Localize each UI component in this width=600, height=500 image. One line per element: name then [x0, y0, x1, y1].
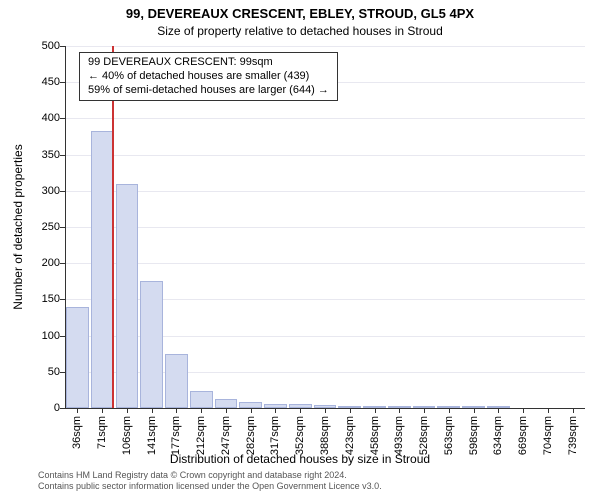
ytick-label: 250	[20, 221, 60, 233]
histogram-bar	[91, 131, 114, 408]
xtick-label: 247sqm	[220, 416, 232, 455]
xtick-label: 563sqm	[443, 416, 455, 455]
attribution-line-1: Contains HM Land Registry data © Crown c…	[38, 470, 382, 481]
xtick-label: 317sqm	[269, 416, 281, 455]
xtick-label: 212sqm	[195, 416, 207, 455]
xtick-label: 177sqm	[170, 416, 182, 455]
xtick-label: 493sqm	[393, 416, 405, 455]
ytick-label: 200	[20, 257, 60, 269]
xtick-label: 106sqm	[121, 416, 133, 455]
gridline-h	[65, 227, 585, 228]
gridline-h	[65, 46, 585, 47]
xtick-label: 458sqm	[369, 416, 381, 455]
xtick-label: 423sqm	[344, 416, 356, 455]
ytick-label: 100	[20, 330, 60, 342]
x-axis-line	[65, 408, 585, 409]
gridline-h	[65, 263, 585, 264]
histogram-bar	[165, 354, 188, 408]
chart-wrap: 99, DEVEREAUX CRESCENT, EBLEY, STROUD, G…	[0, 0, 600, 500]
attribution: Contains HM Land Registry data © Crown c…	[38, 470, 382, 493]
attribution-line-2: Contains public sector information licen…	[38, 481, 382, 492]
histogram-bar	[116, 184, 139, 408]
legend-line-2: ← 40% of detached houses are smaller (43…	[88, 70, 329, 84]
xtick-label: 352sqm	[294, 416, 306, 455]
gridline-h	[65, 118, 585, 119]
xtick-label: 71sqm	[96, 416, 108, 449]
xtick-label: 528sqm	[418, 416, 430, 455]
ytick-label: 300	[20, 185, 60, 197]
histogram-bar	[215, 399, 238, 408]
xtick-label: 669sqm	[517, 416, 529, 455]
ytick-label: 150	[20, 293, 60, 305]
ytick-label: 450	[20, 76, 60, 88]
chart-title-line1: 99, DEVEREAUX CRESCENT, EBLEY, STROUD, G…	[0, 6, 600, 21]
gridline-h	[65, 155, 585, 156]
y-axis-line	[65, 46, 66, 408]
ytick-label: 50	[20, 366, 60, 378]
gridline-h	[65, 191, 585, 192]
legend-box: 99 DEVEREAUX CRESCENT: 99sqm ← 40% of de…	[79, 52, 338, 101]
xtick-label: 739sqm	[567, 416, 579, 455]
ytick-label: 0	[20, 402, 60, 414]
legend-line-1: 99 DEVEREAUX CRESCENT: 99sqm	[88, 56, 329, 70]
ytick-label: 350	[20, 149, 60, 161]
legend-line-3: 59% of semi-detached houses are larger (…	[88, 84, 329, 98]
xtick-label: 704sqm	[542, 416, 554, 455]
histogram-bar	[66, 307, 89, 408]
xtick-label: 634sqm	[492, 416, 504, 455]
xtick-label: 598sqm	[468, 416, 480, 455]
xtick-label: 282sqm	[245, 416, 257, 455]
ytick-label: 400	[20, 112, 60, 124]
xtick-label: 388sqm	[319, 416, 331, 455]
xtick-label: 141sqm	[146, 416, 158, 455]
chart-title-line2: Size of property relative to detached ho…	[0, 24, 600, 38]
histogram-bar	[140, 281, 163, 408]
ytick-label: 500	[20, 40, 60, 52]
histogram-bar	[190, 391, 213, 408]
xtick-label: 36sqm	[71, 416, 83, 449]
